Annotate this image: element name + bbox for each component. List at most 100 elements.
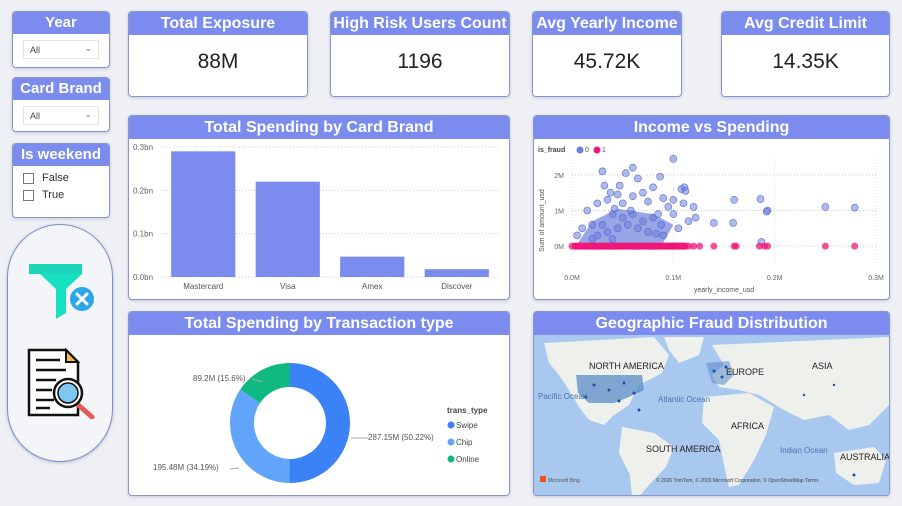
legend-marker-0 <box>576 146 584 154</box>
y-tick-label: 0.3bn <box>133 143 153 152</box>
kpi-value: 1196 <box>397 50 443 73</box>
kpi-avg-credit-limit: Avg Credit Limit 14.35K <box>721 11 890 97</box>
bar-chart-title: Total Spending by Card Brand <box>129 116 509 139</box>
point-fraud-0 <box>679 199 688 208</box>
greenland-landmass <box>664 337 704 363</box>
australia-landmass <box>834 447 886 485</box>
point-fraud-1 <box>755 242 763 250</box>
y-tick-label: 0M <box>554 244 564 251</box>
chevron-down-icon: ⌄ <box>84 109 92 119</box>
fraud-points <box>584 365 856 477</box>
point-fraud-0 <box>613 224 622 233</box>
report-details-button[interactable] <box>26 347 98 419</box>
year-dropdown[interactable]: All ⌄ <box>23 40 99 59</box>
point-fraud-1 <box>851 242 859 250</box>
point-fraud-1 <box>690 242 698 250</box>
point-fraud-0 <box>669 195 678 204</box>
donut-slice-online <box>240 363 290 403</box>
is-weekend-option-true[interactable]: True <box>23 189 109 201</box>
point-fraud-0 <box>684 217 693 225</box>
point-fraud-0 <box>603 195 612 204</box>
legend-label: Online <box>456 455 480 464</box>
point-fraud-0 <box>583 206 592 215</box>
kpi-label: Avg Yearly Income <box>533 12 681 35</box>
point-fraud-0 <box>573 231 581 240</box>
point-fraud-0 <box>613 190 622 199</box>
year-slicer: Year All ⌄ <box>12 11 110 68</box>
point-fraud-0 <box>669 154 678 163</box>
legend-marker <box>447 421 455 429</box>
y-tick-label: 2M <box>554 173 564 180</box>
point-fraud-1 <box>696 242 704 250</box>
point-fraud-0 <box>634 224 642 233</box>
africa-landmass <box>702 393 774 487</box>
point-fraud-0 <box>629 163 637 172</box>
kpi-label: High Risk Users Count <box>331 12 509 35</box>
is-weekend-slicer-title: Is weekend <box>13 144 109 166</box>
checkbox[interactable] <box>23 172 34 184</box>
point-fraud-0 <box>762 207 771 216</box>
map-attribution[interactable]: © 2026 TomTom, © 2026 Microsoft Corporat… <box>656 477 819 484</box>
option-label: False <box>42 172 69 184</box>
point-fraud-0 <box>654 210 662 218</box>
bar <box>340 256 405 277</box>
point-fraud-0 <box>639 188 647 197</box>
point-fraud-0 <box>710 219 718 227</box>
card-brand-slicer: Card Brand All ⌄ <box>12 77 110 132</box>
x-tick-label: Visa <box>280 282 296 291</box>
point-fraud-1 <box>685 242 693 250</box>
point-fraud-0 <box>634 174 642 183</box>
point-fraud-0 <box>621 169 630 177</box>
point-fraud-1 <box>821 242 829 250</box>
point-fraud-0 <box>659 194 667 202</box>
scatter-chart-card: Income vs Spending is_fraud 0 1 0M 1M 2M 0.0M 0… <box>533 115 890 300</box>
x-tick-label: Mastercard <box>183 282 223 291</box>
point-fraud-0 <box>588 220 597 229</box>
point-fraud-0 <box>652 229 660 238</box>
point-fraud-0 <box>598 220 607 229</box>
data-label: 195.48M (34.19%) <box>153 463 219 472</box>
scatter-chart: is_fraud 0 1 0M 1M 2M 0.0M 0.1M 0.2M 0.3M yearly_i… <box>538 146 884 294</box>
point-fraud-0 <box>664 203 673 211</box>
point-fraud-0 <box>656 172 664 181</box>
legend-label: Swipe <box>456 421 478 430</box>
kpi-value: 45.72K <box>573 50 641 73</box>
clear-filters-button[interactable] <box>26 261 98 321</box>
legend-label: Chip <box>456 438 473 447</box>
checkbox[interactable] <box>23 189 34 201</box>
point-fraud-1 <box>764 242 772 250</box>
y-axis-title: Sum of amount_usd <box>539 189 546 252</box>
card-brand-dropdown-value: All <box>30 111 41 121</box>
point-fraud-0 <box>691 213 700 222</box>
x-tick-label: Amex <box>362 282 382 291</box>
filter-icon-top <box>29 264 82 274</box>
year-slicer-title: Year <box>13 12 109 34</box>
scatter-chart-title: Income vs Spending <box>534 116 889 139</box>
point-fraud-0 <box>608 235 617 243</box>
legend-label-1: 1 <box>602 147 606 154</box>
point-fraud-0 <box>689 203 698 211</box>
filter-icon <box>29 264 82 319</box>
point-fraud-0 <box>593 199 602 208</box>
x-tick-label: 0.3M <box>868 275 884 282</box>
point-fraud-1 <box>710 242 718 250</box>
fraud-map[interactable]: NORTH AMERICA EUROPE ASIA AFRICA SOUTH A… <box>534 335 889 496</box>
map-label-australia: AUSTRALIA <box>840 452 889 462</box>
donut-chart-title: Total Spending by Transaction type <box>129 312 509 335</box>
is-weekend-slicer: Is weekend False True <box>12 143 110 218</box>
is-weekend-option-false[interactable]: False <box>23 172 109 184</box>
point-fraud-0 <box>639 217 647 225</box>
card-brand-dropdown[interactable]: All ⌄ <box>23 106 99 125</box>
document-search-icon <box>27 347 95 419</box>
point-fraud-0 <box>657 220 665 229</box>
south-america-landmass <box>619 427 674 495</box>
legend-marker <box>447 438 455 446</box>
x-tick-label: 0.0M <box>564 275 580 282</box>
bar-chart-card: Total Spending by Card Brand 0.0bn 0.1bn 0… <box>128 115 510 300</box>
map-card: Geographic Fraud Distribution NORTH AMER… <box>533 311 890 496</box>
legend-title: is_fraud <box>538 147 565 154</box>
point-fraud-0 <box>588 235 597 243</box>
point-fraud-0 <box>610 204 619 213</box>
point-fraud-0 <box>615 181 624 190</box>
legend-marker <box>447 455 455 463</box>
